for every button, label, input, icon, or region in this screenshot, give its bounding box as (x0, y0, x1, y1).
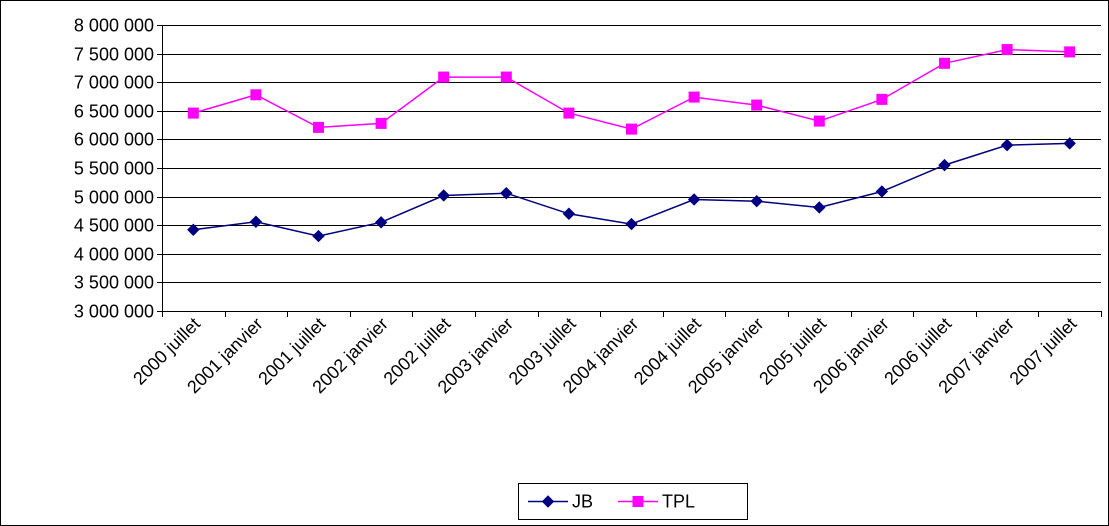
y-tick-label: 6 000 000 (74, 130, 154, 150)
data-point (313, 121, 324, 133)
y-tick-label: 6 500 000 (74, 102, 154, 122)
data-point (1000, 138, 1014, 152)
data-point (438, 71, 450, 83)
data-point (938, 158, 951, 172)
data-point (312, 229, 325, 243)
series-jb (187, 137, 1076, 243)
data-point (813, 201, 826, 214)
y-tick-label: 7 000 000 (74, 73, 154, 93)
y-tick-label: 3 000 000 (74, 302, 154, 322)
data-point (632, 496, 644, 507)
y-tick-label: 3 500 000 (74, 273, 154, 293)
data-point (500, 186, 513, 200)
data-point (625, 217, 638, 231)
series-layer (187, 44, 1076, 243)
y-tick-label: 4 000 000 (74, 245, 154, 265)
legend-item: TPL (618, 492, 695, 512)
data-point (250, 89, 262, 101)
series-tpl (187, 44, 1076, 135)
data-point (1001, 44, 1013, 56)
data-point (687, 193, 701, 206)
data-point (437, 189, 450, 202)
legend-item: JB (528, 492, 593, 512)
data-point (563, 107, 575, 119)
data-point (374, 216, 388, 229)
data-point (750, 194, 763, 208)
y-tick-label: 5 000 000 (74, 188, 154, 208)
legend: JB TPL (518, 483, 748, 520)
y-tick-label: 4 500 000 (74, 216, 154, 236)
data-point (1064, 46, 1076, 58)
grid-layer (162, 25, 1101, 312)
data-point (876, 93, 888, 105)
data-point (541, 495, 555, 508)
data-point (500, 71, 512, 83)
y-tick-label: 5 500 000 (74, 159, 154, 179)
data-point (813, 115, 825, 127)
legend-label: JB (572, 492, 593, 512)
y-tick-label: 7 500 000 (74, 45, 154, 65)
data-point (939, 57, 950, 69)
data-point (375, 117, 387, 129)
data-point (562, 207, 576, 220)
data-point (187, 223, 200, 236)
data-point (626, 123, 637, 135)
data-point (1063, 137, 1076, 150)
y-tick-label: 8 000 000 (74, 16, 154, 36)
data-point (688, 91, 700, 103)
data-point (751, 99, 763, 111)
data-point (249, 215, 263, 228)
data-point (187, 107, 199, 119)
data-point (875, 185, 889, 198)
legend-label: TPL (662, 492, 695, 512)
